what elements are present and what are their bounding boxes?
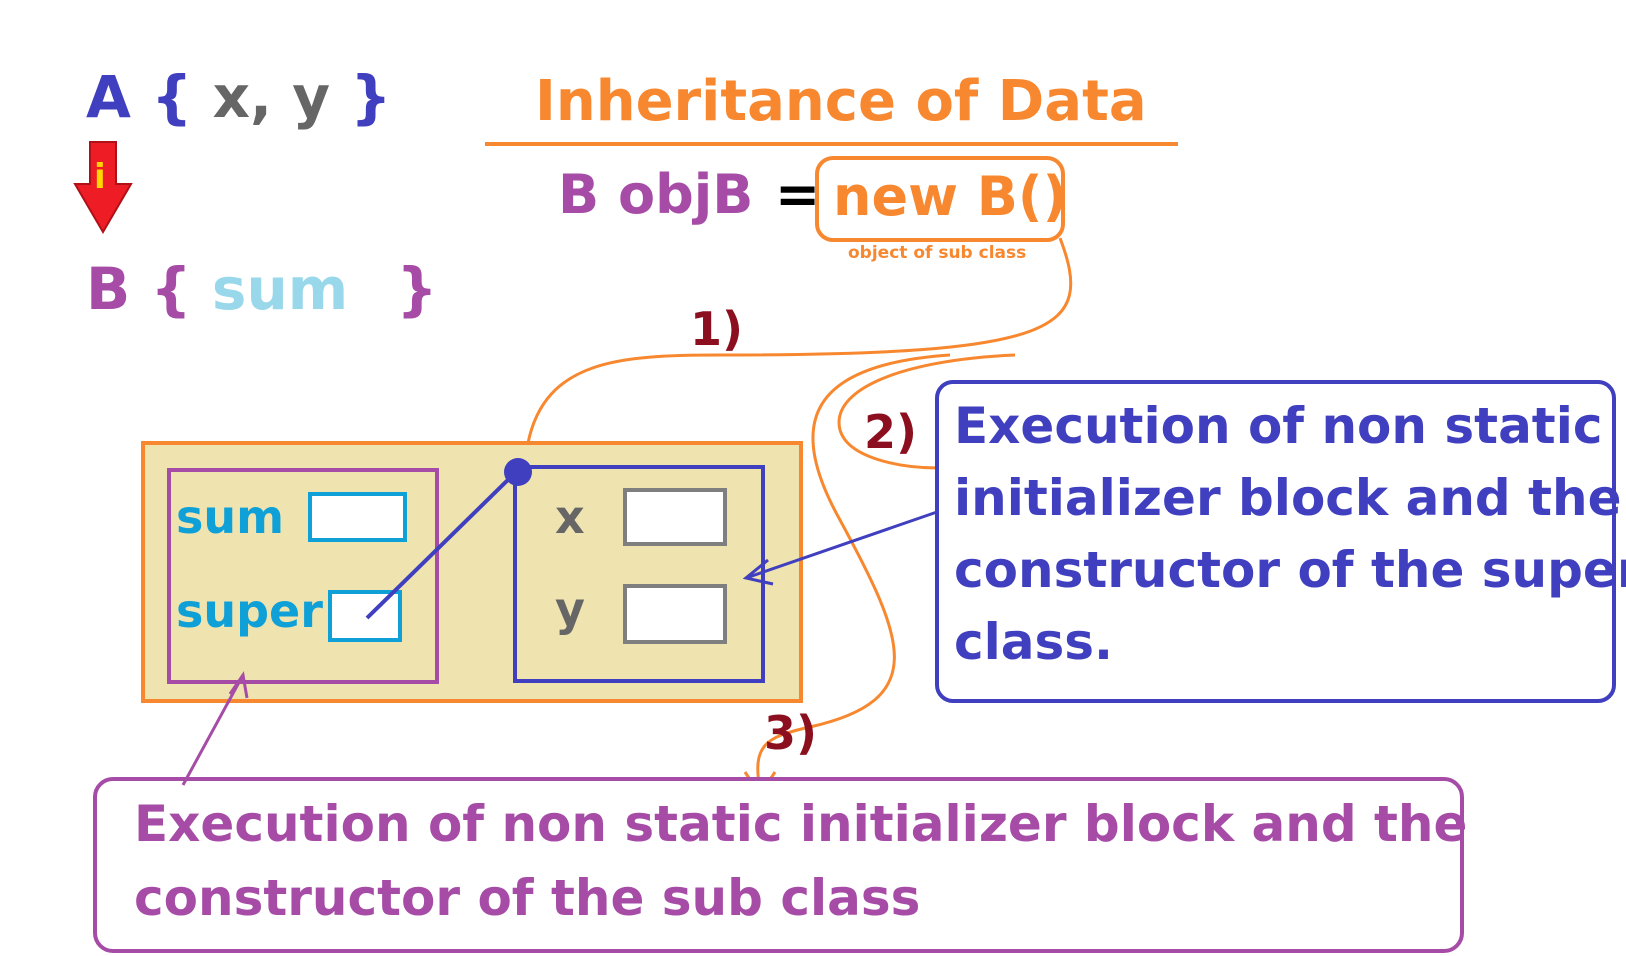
sub-note-box [93,777,1464,953]
step-3-label: 3) [764,706,818,760]
flow-curve [526,237,1073,444]
sub-note-arrow [181,674,245,786]
class-b-name: B [86,255,131,323]
class-a-open-brace: { [151,63,193,131]
class-b-declaration: B { sum } [86,260,438,318]
diagram-title: Inheritance of Data [535,69,1147,134]
step-2-label: 2) [864,405,918,459]
inheritance-letter: i [94,157,106,197]
super-value-box [328,590,402,642]
class-a-fields: x, y [212,63,331,131]
super-note-line: constructor of the super [954,541,1626,599]
sub-note-text: Execution of non static initializer bloc… [134,787,1467,935]
step-1-label: 1) [690,302,744,356]
new-b-box [815,156,1065,242]
class-a-close-brace: } [350,63,392,131]
super-reference-dot [504,458,532,486]
statement-operator: = [775,163,821,226]
super-field-label: super [176,584,323,638]
y-value-box [623,584,727,644]
super-reference-line [365,470,518,620]
sub-note-line: constructor of the sub class [134,869,921,927]
class-b-close-brace: } [396,255,438,323]
statement-caption: object of sub class [848,243,1027,263]
class-b-open-brace: { [150,255,192,323]
object-b-box [141,441,803,703]
super-note-box [935,380,1616,703]
sum-value-box [308,492,407,542]
class-a-name: A [86,63,131,131]
super-note-arrow [745,510,938,580]
sub-note-arrowhead [228,671,249,699]
statement-variable: objB [618,163,754,226]
statement-type: B [558,163,600,226]
statement-expression: new B() [833,165,1068,228]
super-note-line: Execution of non static [954,397,1603,455]
inheritance-arrow-icon [73,141,133,234]
subclass-part-box [167,468,439,684]
super-note-arrowhead [742,558,774,586]
x-field-label: x [555,490,585,544]
class-b-fields: sum [211,255,349,323]
x-value-box [623,488,727,546]
flow-curve-3 [756,353,951,791]
sub-note-line: Execution of non static initializer bloc… [134,795,1468,853]
super-note-text: Execution of non static initializer bloc… [954,390,1626,678]
sum-field-label: sum [176,490,285,544]
super-note-line: initializer block and the [954,469,1622,527]
flow-curve-2 [837,353,1016,470]
y-field-label: y [555,582,585,636]
super-note-line: class. [954,613,1114,671]
superclass-part-box [513,465,765,683]
class-a-declaration: A { x, y } [86,68,392,126]
